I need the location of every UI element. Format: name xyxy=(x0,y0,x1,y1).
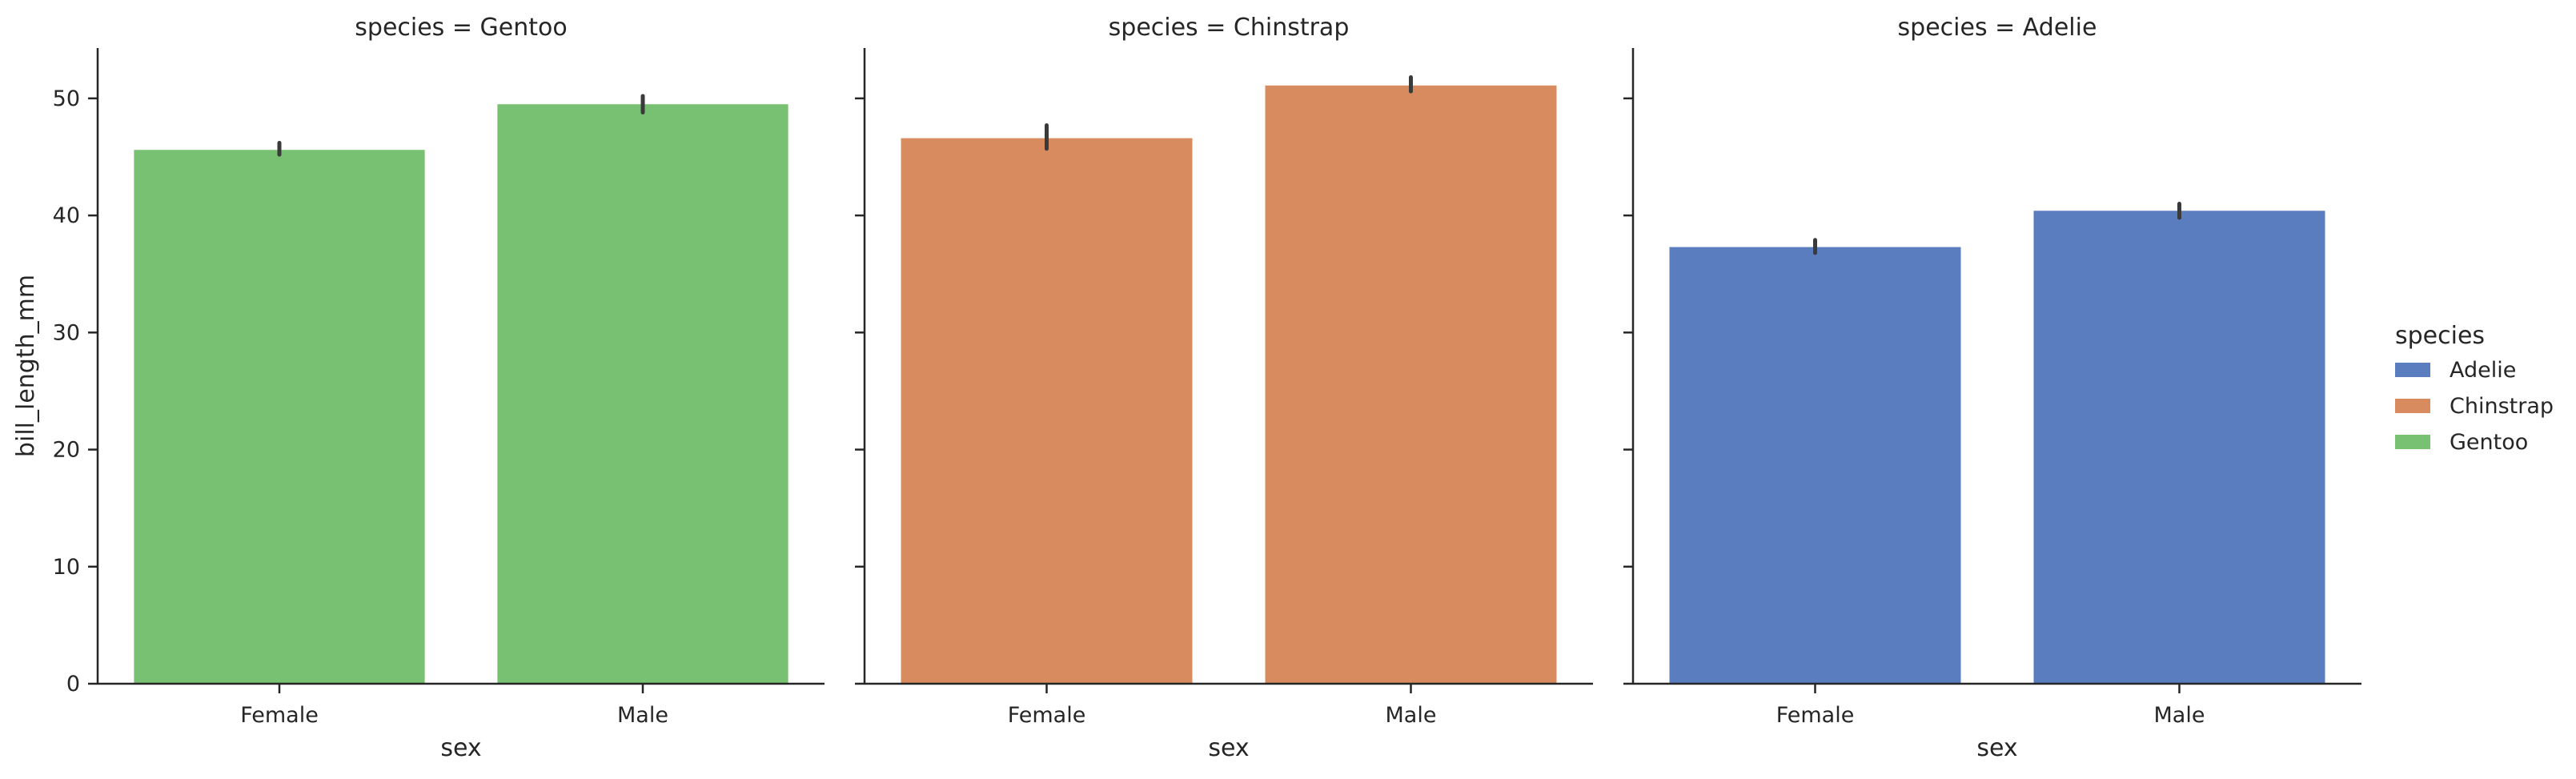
y-tick-label: 50 xyxy=(53,86,80,111)
facet-title: species = Gentoo xyxy=(355,14,567,42)
facet-title: species = Adelie xyxy=(1898,14,2097,42)
legend-title: species xyxy=(2395,322,2485,350)
x-tick-label: Female xyxy=(1008,703,1086,728)
y-tick-label: 20 xyxy=(53,438,80,463)
bar-gentoo-female xyxy=(134,150,425,685)
y-tick-label: 40 xyxy=(53,203,80,228)
bar-adelie-male xyxy=(2033,211,2325,684)
bar-chinstrap-male xyxy=(1265,85,1557,685)
y-tick-label: 0 xyxy=(66,672,80,697)
legend-label-chinstrap: Chinstrap xyxy=(2450,394,2554,419)
x-axis-label: sex xyxy=(1208,734,1249,762)
facet-panel-gentoo: species = Gentoo Female Male 0 10 20 30 40 50 sex xyxy=(53,14,825,762)
legend-label-adelie: Adelie xyxy=(2450,358,2516,383)
facet-panel-chinstrap: species = Chinstrap Female Male sex xyxy=(855,14,1593,762)
x-tick-label: Female xyxy=(1776,703,1855,728)
x-tick-label: Male xyxy=(617,703,668,728)
legend-swatch-chinstrap xyxy=(2395,399,2430,413)
x-tick-label: Female xyxy=(240,703,319,728)
facet-panel-adelie: species = Adelie Female Male sex xyxy=(1623,14,2361,762)
bar-gentoo-male xyxy=(497,104,788,684)
x-axis-label: sex xyxy=(1976,734,2017,762)
facet-title: species = Chinstrap xyxy=(1109,14,1350,42)
bar-adelie-female xyxy=(1669,247,1961,685)
y-tick-label: 10 xyxy=(53,555,80,580)
y-tick-label: 30 xyxy=(53,320,80,345)
bar-chinstrap-female xyxy=(901,138,1193,684)
legend: species Adelie Chinstrap Gentoo xyxy=(2395,322,2554,455)
x-tick-label: Male xyxy=(2154,703,2205,728)
legend-label-gentoo: Gentoo xyxy=(2450,430,2528,455)
legend-swatch-gentoo xyxy=(2395,435,2430,449)
x-tick-label: Male xyxy=(1386,703,1437,728)
y-axis-label: bill_length_mm xyxy=(12,275,40,457)
x-axis-label: sex xyxy=(440,734,481,762)
legend-swatch-adelie xyxy=(2395,363,2430,377)
